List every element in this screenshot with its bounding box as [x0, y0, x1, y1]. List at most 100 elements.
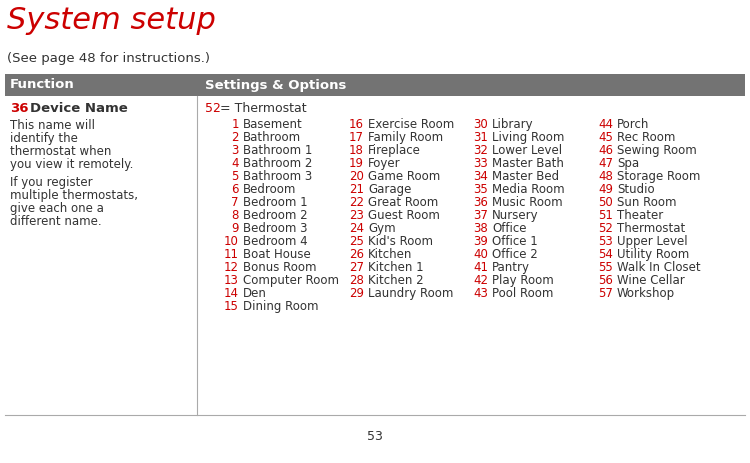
Text: Porch: Porch: [617, 118, 650, 131]
Text: 46: 46: [598, 144, 613, 157]
Text: Bedroom 4: Bedroom 4: [243, 235, 308, 248]
Text: 36: 36: [10, 102, 28, 115]
Text: 18: 18: [349, 144, 364, 157]
Text: Bedroom 1: Bedroom 1: [243, 196, 308, 209]
Text: Music Room: Music Room: [492, 196, 562, 209]
Text: 12: 12: [224, 261, 239, 274]
Text: Kid's Room: Kid's Room: [368, 235, 433, 248]
Text: 11: 11: [224, 248, 239, 261]
Text: 23: 23: [349, 209, 364, 222]
Text: 40: 40: [473, 248, 488, 261]
Text: Office 2: Office 2: [492, 248, 538, 261]
Text: Bedroom 3: Bedroom 3: [243, 222, 308, 235]
Text: This name will: This name will: [10, 119, 95, 132]
Text: 17: 17: [349, 131, 364, 144]
Text: 30: 30: [473, 118, 488, 131]
Text: 14: 14: [224, 287, 239, 300]
Text: Game Room: Game Room: [368, 170, 440, 183]
Text: Upper Level: Upper Level: [617, 235, 688, 248]
Text: Studio: Studio: [617, 183, 655, 196]
Text: Bedroom: Bedroom: [243, 183, 296, 196]
Text: 3: 3: [232, 144, 239, 157]
Text: 26: 26: [349, 248, 364, 261]
Text: Media Room: Media Room: [492, 183, 565, 196]
Text: 49: 49: [598, 183, 613, 196]
Text: Storage Room: Storage Room: [617, 170, 701, 183]
Text: Bathroom 1: Bathroom 1: [243, 144, 312, 157]
Text: Guest Room: Guest Room: [368, 209, 440, 222]
Text: 56: 56: [598, 274, 613, 287]
Text: 52: 52: [598, 222, 613, 235]
Text: 20: 20: [349, 170, 364, 183]
Text: Theater: Theater: [617, 209, 663, 222]
Text: 4: 4: [232, 157, 239, 170]
Text: System setup: System setup: [7, 6, 216, 35]
Text: give each one a: give each one a: [10, 202, 104, 215]
Text: 41: 41: [473, 261, 488, 274]
Text: Sewing Room: Sewing Room: [617, 144, 697, 157]
Text: Settings & Options: Settings & Options: [205, 79, 346, 92]
Text: Office 1: Office 1: [492, 235, 538, 248]
Text: 42: 42: [473, 274, 488, 287]
Text: 47: 47: [598, 157, 613, 170]
Text: 31: 31: [473, 131, 488, 144]
Text: Kitchen: Kitchen: [368, 248, 413, 261]
Text: 52: 52: [205, 102, 220, 115]
Text: different name.: different name.: [10, 215, 102, 228]
Text: Master Bath: Master Bath: [492, 157, 564, 170]
Text: Kitchen 2: Kitchen 2: [368, 274, 424, 287]
Text: 44: 44: [598, 118, 613, 131]
Text: Workshop: Workshop: [617, 287, 675, 300]
Text: (See page 48 for instructions.): (See page 48 for instructions.): [7, 52, 210, 65]
Text: Bedroom 2: Bedroom 2: [243, 209, 308, 222]
Text: 1: 1: [232, 118, 239, 131]
Text: Bathroom 3: Bathroom 3: [243, 170, 312, 183]
Text: 13: 13: [224, 274, 239, 287]
Text: 19: 19: [349, 157, 364, 170]
Text: 36: 36: [473, 196, 488, 209]
Text: Gym: Gym: [368, 222, 396, 235]
Text: Boat House: Boat House: [243, 248, 310, 261]
Text: Bathroom: Bathroom: [243, 131, 301, 144]
Text: 16: 16: [349, 118, 364, 131]
Text: Lower Level: Lower Level: [492, 144, 562, 157]
Text: 2: 2: [232, 131, 239, 144]
Text: Rec Room: Rec Room: [617, 131, 675, 144]
Text: 57: 57: [598, 287, 613, 300]
Text: 24: 24: [349, 222, 364, 235]
Text: 34: 34: [473, 170, 488, 183]
Text: 5: 5: [232, 170, 239, 183]
Text: 38: 38: [473, 222, 488, 235]
Text: Sun Room: Sun Room: [617, 196, 676, 209]
Text: 35: 35: [473, 183, 488, 196]
Text: 25: 25: [349, 235, 364, 248]
Text: = Thermostat: = Thermostat: [216, 102, 307, 115]
Text: 33: 33: [473, 157, 488, 170]
Text: 27: 27: [349, 261, 364, 274]
Text: If you register: If you register: [10, 176, 93, 189]
Text: Den: Den: [243, 287, 267, 300]
Text: Walk In Closet: Walk In Closet: [617, 261, 701, 274]
Text: 9: 9: [232, 222, 239, 235]
Text: Wine Cellar: Wine Cellar: [617, 274, 685, 287]
Text: Pool Room: Pool Room: [492, 287, 554, 300]
Text: 50: 50: [598, 196, 613, 209]
Text: 21: 21: [349, 183, 364, 196]
Text: Play Room: Play Room: [492, 274, 554, 287]
Text: Laundry Room: Laundry Room: [368, 287, 453, 300]
Text: Bonus Room: Bonus Room: [243, 261, 316, 274]
Text: thermostat when: thermostat when: [10, 145, 111, 158]
Text: Pantry: Pantry: [492, 261, 530, 274]
Text: Living Room: Living Room: [492, 131, 564, 144]
Text: Spa: Spa: [617, 157, 639, 170]
Text: 43: 43: [473, 287, 488, 300]
Text: Nursery: Nursery: [492, 209, 538, 222]
Text: Function: Function: [10, 79, 75, 92]
Text: 28: 28: [349, 274, 364, 287]
Text: 29: 29: [349, 287, 364, 300]
Text: 15: 15: [224, 300, 239, 313]
Text: Dining Room: Dining Room: [243, 300, 319, 313]
Text: 48: 48: [598, 170, 613, 183]
Text: 32: 32: [473, 144, 488, 157]
Text: 53: 53: [367, 430, 383, 443]
